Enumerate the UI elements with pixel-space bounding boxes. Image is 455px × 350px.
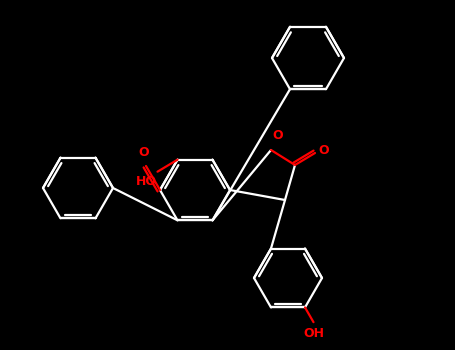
Text: O: O — [318, 145, 329, 158]
Text: HO: HO — [136, 175, 157, 188]
Text: O: O — [139, 146, 149, 159]
Text: OH: OH — [303, 327, 324, 340]
Text: O: O — [272, 129, 283, 142]
